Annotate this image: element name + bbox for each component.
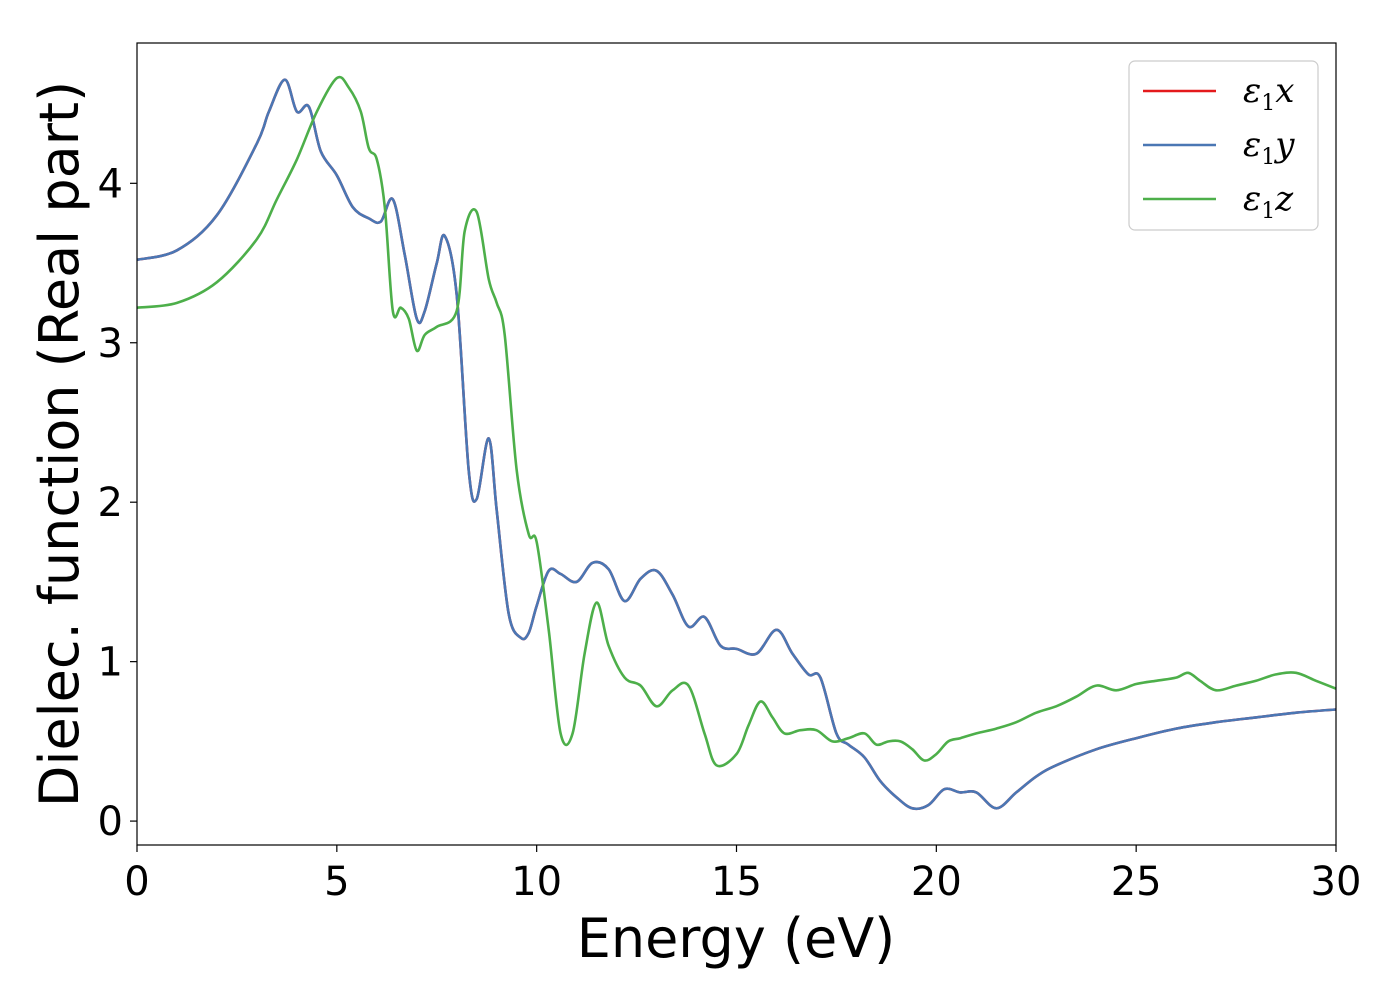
y-tick-label: 4 bbox=[98, 161, 123, 207]
series-line-y bbox=[137, 78, 1336, 811]
x-tick-label: 0 bbox=[124, 859, 149, 905]
y-tick-label: 0 bbox=[98, 799, 123, 845]
x-tick-label: 25 bbox=[1111, 859, 1162, 905]
y-axis-title: Dielec. function (Real part) bbox=[28, 81, 91, 807]
x-tick-label: 5 bbox=[324, 859, 349, 905]
x-tick-label: 15 bbox=[711, 859, 762, 905]
y-tick-label: 1 bbox=[98, 640, 123, 686]
legend-label-y: ε1y bbox=[1243, 125, 1295, 170]
x-axis-title: Energy (eV) bbox=[577, 907, 896, 970]
legend-label-x: ε1x bbox=[1243, 71, 1294, 116]
y-tick-label: 3 bbox=[98, 321, 123, 367]
x-tick-label: 20 bbox=[911, 859, 962, 905]
y-axis-ticks: 0 1 2 3 4 bbox=[98, 161, 137, 845]
x-axis-ticks: 0 5 10 15 20 25 30 bbox=[124, 845, 1361, 905]
y-tick-label: 2 bbox=[98, 480, 123, 526]
legend: ε1x ε1y ε1z bbox=[1128, 60, 1319, 231]
x-tick-label: 30 bbox=[1311, 859, 1362, 905]
series-line-z bbox=[137, 75, 1336, 768]
series-layer bbox=[137, 75, 1336, 811]
legend-frame bbox=[1128, 60, 1319, 231]
x-tick-label: 10 bbox=[511, 859, 562, 905]
legend-label-z: ε1z bbox=[1243, 179, 1294, 224]
